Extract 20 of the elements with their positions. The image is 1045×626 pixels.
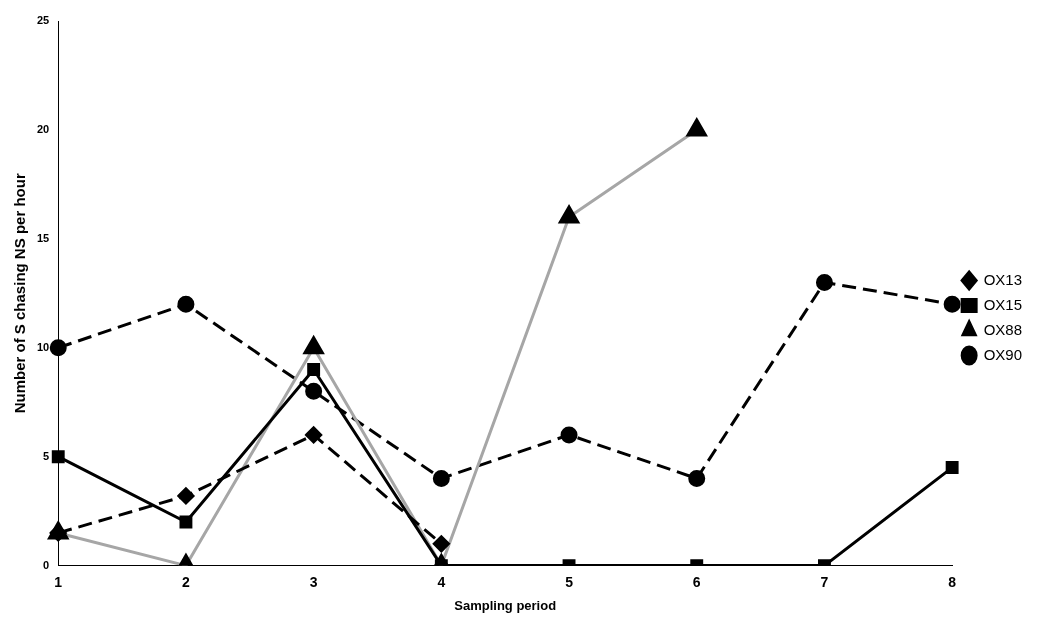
x-tick-label: 1 — [54, 573, 63, 590]
y-tick-label: 15 — [36, 231, 50, 244]
legend-label: OX88 — [983, 320, 1022, 338]
x-tick-label: 7 — [820, 573, 829, 590]
y-axis-title: Number of S chasing NS per hour — [11, 173, 29, 414]
x-axis-title: Sampling period — [454, 597, 557, 613]
x-tick-label: 5 — [565, 573, 574, 590]
legend-label: OX90 — [983, 345, 1022, 363]
x-tick-label: 8 — [948, 573, 957, 590]
y-tick-label: 5 — [43, 449, 50, 462]
x-tick-label: 6 — [692, 573, 701, 590]
y-tick-label: 25 — [36, 14, 50, 27]
y-tick-label: 20 — [36, 122, 50, 135]
x-tick-label: 2 — [182, 573, 191, 590]
x-tick-label: 4 — [437, 573, 446, 590]
x-tick-label: 3 — [309, 573, 318, 590]
y-tick-label: 0 — [43, 558, 50, 571]
y-tick-label: 10 — [36, 340, 50, 353]
legend-label: OX15 — [983, 295, 1022, 313]
legend-label: OX13 — [983, 270, 1022, 288]
